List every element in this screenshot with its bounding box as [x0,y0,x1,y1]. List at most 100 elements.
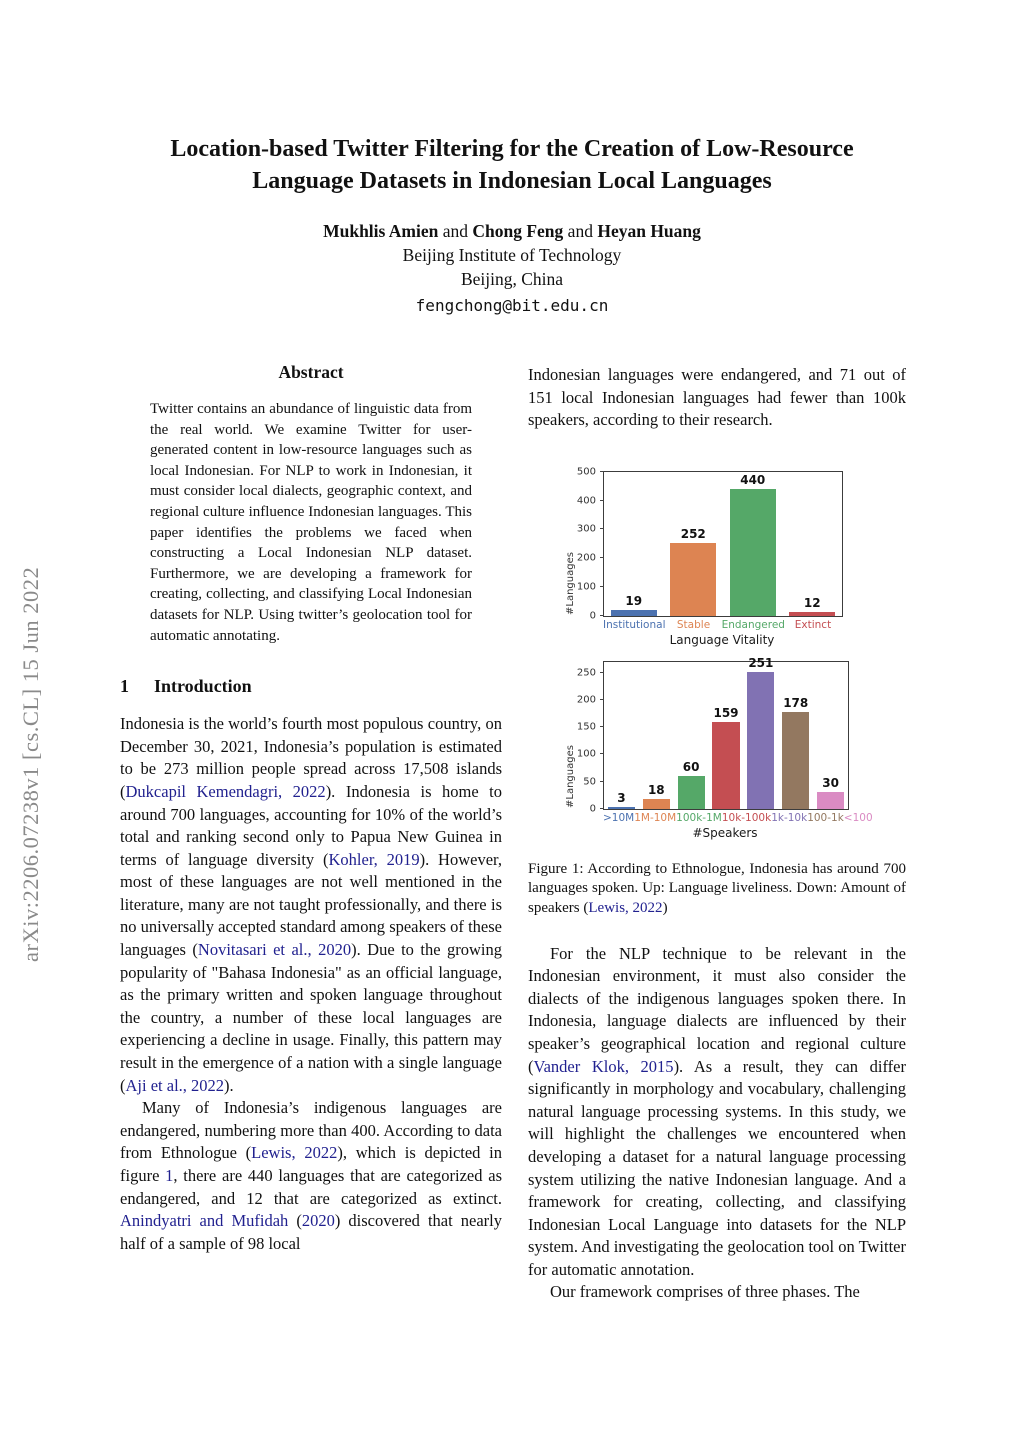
figure-1: 0 100 200 300 400 500 19 252 440 12 #Languages Inst… [528,462,906,919]
x-tick-label: Extinct [794,618,832,631]
text-segment: Heyan Huang [597,221,701,241]
paper-title-line1: Location-based Twitter Filtering for the… [170,136,854,162]
bar-Endangered [729,489,776,616]
y-tick-label: 400 [576,495,596,507]
left-column: Abstract Twitter contains an abundance o… [120,362,502,1255]
citation-link[interactable]: Lewis, 2022 [251,1143,338,1163]
author-block: Mukhlis Amien and Chong Feng and Heyan H… [0,219,1024,318]
y-tick-mark [600,614,604,616]
x-tick-label: Endangered [721,618,785,631]
bar-value-label: 440 [740,473,766,488]
x-tick-label: <100 [843,811,873,824]
bar-Institutional [610,610,657,616]
speakers-chart: 0 50 100 150 200 250 3 18 60 159 251 178 30 #Language… [555,654,885,848]
y-tick-label: 200 [576,552,596,564]
text-segment: and [563,221,598,241]
y-tick-mark [600,671,604,673]
bar-slot: 60 [674,662,709,809]
y-axis-label: #Languages [565,744,576,808]
citation-link[interactable]: 2020 [301,1211,335,1231]
right-paragraph-2: Our framework comprises of three phases.… [550,1282,860,1302]
bar-value-label: 19 [625,594,643,609]
bar-slot: 178 [778,662,813,809]
y-tick-mark [600,557,604,559]
citation-link[interactable]: Kohler, 2019 [328,849,420,869]
citation-link[interactable]: Lewis, 2022 [588,899,663,916]
bar-100k-1M [677,776,705,809]
y-tick-mark [600,780,604,782]
bar-value-label: 12 [803,596,821,611]
text-segment: ). As a result, they can differ signific… [528,1056,906,1279]
figure-1-caption: Figure 1: According to Ethnologue, Indon… [528,860,906,919]
bar-Stable [670,543,717,616]
continued-paragraph: Indonesian languages were endangered, an… [528,365,906,430]
x-tick-label: Institutional [603,618,666,631]
text-segment: For the NLP technique to be relevant in … [528,943,906,1076]
bars-row: 19 252 440 12 [604,472,842,616]
y-axis-label: #Languages [565,551,576,615]
authors-line: Mukhlis Amien and Chong Feng and Heyan H… [0,219,1024,243]
y-tick-mark [600,499,604,501]
text-segment: , there are 440 languages that are categ… [120,1166,502,1208]
text-segment: ). However, most of these languages are … [120,849,502,960]
bar-1M-10M [642,798,670,809]
section-number: 1 [120,676,129,697]
y-tick-mark [600,528,604,530]
citation-link[interactable]: Vander Klok, 2015 [533,1056,674,1076]
citation-link[interactable]: 1 [165,1166,174,1185]
paper-title-line2: Language Datasets in Indonesian Local La… [252,168,772,194]
right-paragraph-1: For the NLP technique to be relevant in … [528,943,906,1282]
y-tick-label: 0 [589,803,596,815]
bar-slot: 251 [743,657,778,809]
x-axis-label: #Speakers [692,825,758,840]
bar-value-label: 60 [682,760,700,775]
y-tick-label: 50 [583,776,596,788]
bar-value-label: 18 [647,782,665,797]
text-segment: Figure 1: According to Ethnologue, Indon… [528,860,906,916]
chart-plot-area: 0 100 200 300 400 500 19 252 440 12 [577,466,843,621]
bar-10k-100k [712,722,740,809]
intro-paragraph-1: Indonesia is the world’s fourth most pop… [120,713,502,1097]
y-tick-mark [600,585,604,587]
text-segment: ), which is depicted in figure [120,1143,503,1185]
bar-slot: 30 [813,662,848,809]
y-tick-label: 100 [576,581,596,593]
citation-link[interactable]: Aji et al., 2022 [125,1075,225,1095]
bar-value-label: 252 [680,527,706,542]
citation-link[interactable]: Dukcapil Kemendagri, 2022 [125,781,326,801]
bar-slot: 12 [783,472,843,616]
y-tick-mark [600,726,604,728]
section-heading-introduction: 1 Introduction [120,676,502,697]
x-axis-label: Language Vitality [669,632,775,647]
y-tick-label: 500 [576,466,596,478]
y-tick-label: 250 [576,667,596,679]
y-tick-mark [600,698,604,700]
x-tick-label: 1k-10k [771,811,808,824]
contact-email[interactable]: fengchong@bit.edu.cn [415,296,609,315]
text-segment: Many of Indonesia’s indigenous languages… [120,1098,502,1163]
text-segment: ). [224,1075,234,1095]
text-segment: ). Due to the growing popularity of "Bah… [120,940,502,1095]
bar-slot: 440 [723,472,783,616]
y-tick-label: 150 [576,721,596,733]
text-segment: ). Indonesia is home to around 700 langu… [120,781,503,869]
bars-row: 3 18 60 159 251 178 30 [604,657,848,809]
x-tick-row: Institutional Stable Endangered Extinct [603,619,841,631]
y-tick-label: 200 [576,694,596,706]
bar-slot: 19 [604,472,664,616]
bar-value-label: 30 [822,776,839,791]
arxiv-watermark: arXiv:2206.07238v1 [cs.CL] 15 Jun 2022 [18,566,43,963]
text-segment: Chong Feng [472,221,564,241]
citation-link[interactable]: Anindyatri and Mufidah [120,1211,289,1231]
text-segment: and [438,221,473,241]
x-tick-label: >10M [603,811,635,824]
bar-<100 [816,792,845,809]
bar-1k-10k [747,672,775,809]
citation-link[interactable]: Novitasari et al., 2020 [197,940,352,960]
bar-slot: 252 [664,472,724,616]
x-tick-label: 100k-1M [676,811,722,824]
bar-value-label: 3 [617,791,626,806]
text-segment: ) [662,899,668,916]
abstract-heading: Abstract [278,362,344,382]
section-title: Introduction [154,676,252,697]
